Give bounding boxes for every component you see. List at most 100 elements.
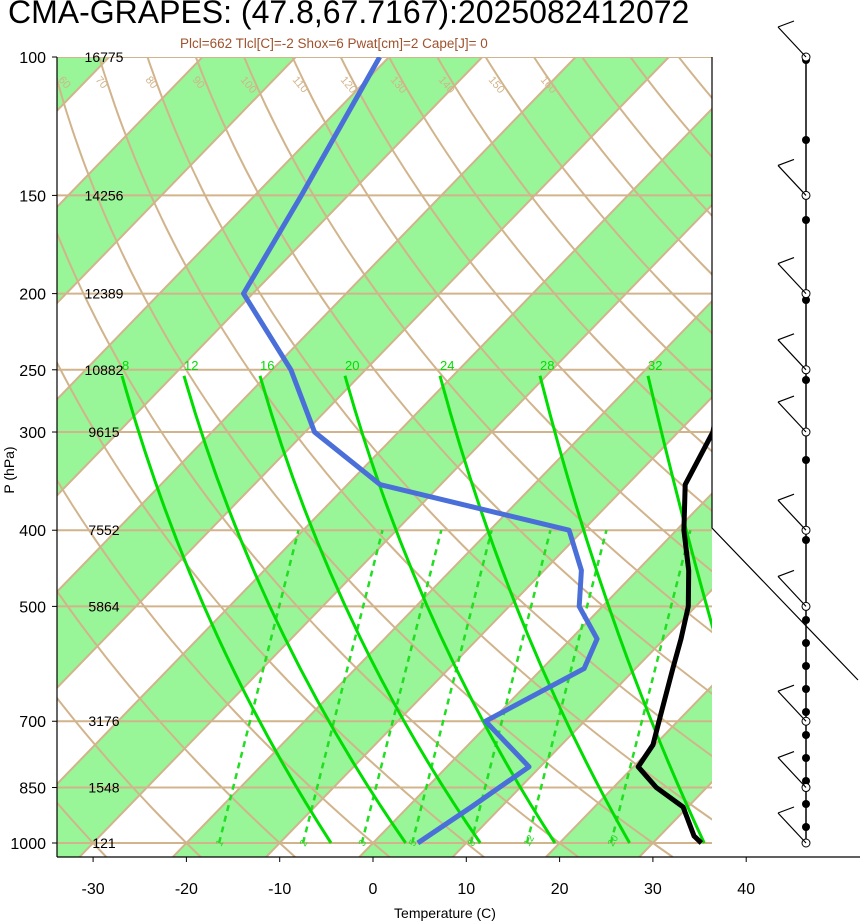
moist-adiabat-label: 32 [648,358,662,373]
isotherm-line [78,203,712,857]
moist-adiabat-label: 8 [122,358,129,373]
y-tick-label: 150 [19,188,46,205]
moist-adiabat-label: 16 [260,358,274,373]
height-label: 9615 [88,424,119,440]
wind-level-dot [802,685,810,693]
dry-adiabat [291,57,712,573]
wind-barb-feather [777,806,795,814]
moist-adiabat [343,375,557,844]
dry-adiabat [243,57,712,634]
wind-level-dot [802,296,810,304]
mixing-ratio-line [609,529,692,844]
dry-adiabat [57,589,296,857]
dry-adiabat [533,57,712,276]
isotherm-line [57,57,297,305]
dry-adiabat [484,57,712,335]
wind-level-dot [802,216,810,224]
dry-adiabat [727,57,860,857]
wind-level-dot [802,456,810,464]
moist-adiabat [646,375,712,631]
y-tick-label: 700 [19,714,46,731]
isotherm-band [733,57,860,857]
mixing-ratio-label: 5 [407,838,420,849]
isotherm-band [57,108,712,857]
isotherm-line [57,57,484,497]
panel-outline [711,57,859,681]
temperature-line [635,423,712,845]
isotherm-label: 70 [93,74,110,91]
moist-adiabat-label: 28 [540,358,554,373]
isotherm-line [545,684,712,857]
isotherm-line [57,57,390,401]
height-label: 16775 [85,49,124,65]
x-tick-label: 40 [737,881,755,898]
mixing-ratio-label: 8 [466,838,479,849]
moist-adiabat [258,375,482,844]
isotherm-label: 80 [143,74,160,91]
params-line: Plcl=662 Tlcl[C]=-2 Shox=6 Pwat[cm]=2 Ca… [180,36,488,51]
mixing-ratio-line [469,529,552,844]
mixing-ratio-line [217,529,300,844]
wind-level-dot [802,800,810,808]
dewpoint-line [241,57,600,846]
wind-barb [777,690,807,722]
moist-adiabat [182,375,407,844]
wind-barb-feather [777,257,795,265]
wind-level-dot [802,376,810,384]
wind-level-dot [802,662,810,670]
isotherm-label: 150 [486,74,507,96]
x-tick-label: 30 [644,881,662,898]
wind-level-dot [802,823,810,831]
wind-level-dot [802,136,810,144]
wind-level-dot [802,536,810,544]
isotherm-line [57,57,670,690]
y-tick-label: 1000 [10,836,46,853]
mixing-ratio-line [360,529,443,844]
wind-level-dot [802,754,810,762]
dry-adiabat [57,696,202,857]
height-label: 14256 [85,187,124,203]
wind-barb [777,401,807,433]
wind-level-dot [802,639,810,647]
mixing-ratio-label: 1 [214,838,227,849]
wind-barb [777,499,807,531]
x-axis-title: Temperature (C) [394,905,496,921]
wind-level-dot [802,616,810,624]
dry-adiabat [581,57,712,218]
height-label: 121 [92,835,116,851]
isotherm-line [57,57,577,594]
dry-adiabat [146,57,712,758]
wind-level-dot [802,731,810,739]
height-label: 1548 [88,780,119,796]
x-tick-label: -20 [175,881,198,898]
x-tick-label: -30 [82,881,105,898]
isotherm-line [452,588,712,857]
wind-barb-feather [777,684,795,692]
x-tick-label: 10 [457,881,475,898]
x-tick-label: 20 [551,881,569,898]
y-tick-label: 100 [19,50,46,67]
dry-adiabat [388,57,712,453]
mixing-ratio-line [410,529,493,844]
mixing-ratio-line [525,529,608,844]
height-label: 7552 [88,522,119,538]
x-tick-label: -10 [268,881,291,898]
dry-adiabat [57,230,579,857]
dry-adiabat [98,57,712,821]
dry-adiabat [57,75,674,857]
chart-title: CMA-GRAPES: (47.8,67.7167):2025082412072 [8,0,690,30]
dry-adiabat [436,57,712,394]
moist-adiabat-label: 24 [440,358,454,373]
isotherm-line [57,107,712,786]
wind-barb-feather [777,395,795,403]
height-label: 5864 [88,598,119,614]
isotherm-label: 110 [290,74,310,95]
moist-adiabat-label: 20 [345,358,359,373]
dry-adiabat [339,57,712,513]
height-label: 10882 [85,362,124,378]
wind-barb-feather [777,750,795,759]
y-tick-label: 850 [19,781,46,798]
